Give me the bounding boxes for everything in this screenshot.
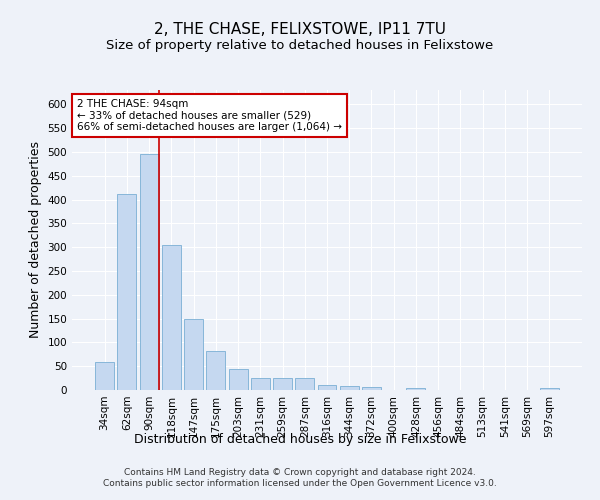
Bar	[162, 245, 181, 390]
Bar	[273, 378, 292, 390]
Bar	[95, 362, 114, 390]
Y-axis label: Number of detached properties: Number of detached properties	[29, 142, 42, 338]
Text: 2, THE CHASE, FELIXSTOWE, IP11 7TU: 2, THE CHASE, FELIXSTOWE, IP11 7TU	[154, 22, 446, 38]
Bar	[295, 378, 314, 390]
Bar	[229, 368, 248, 390]
Bar	[251, 378, 270, 390]
Text: Size of property relative to detached houses in Felixstowe: Size of property relative to detached ho…	[106, 39, 494, 52]
Bar	[340, 386, 359, 390]
Text: Contains HM Land Registry data © Crown copyright and database right 2024.
Contai: Contains HM Land Registry data © Crown c…	[103, 468, 497, 487]
Bar	[406, 388, 425, 390]
Bar	[184, 318, 203, 390]
Bar	[540, 388, 559, 390]
Bar	[140, 154, 158, 390]
Text: Distribution of detached houses by size in Felixstowe: Distribution of detached houses by size …	[134, 432, 466, 446]
Bar	[362, 386, 381, 390]
Bar	[317, 385, 337, 390]
Bar	[118, 194, 136, 390]
Text: 2 THE CHASE: 94sqm
← 33% of detached houses are smaller (529)
66% of semi-detach: 2 THE CHASE: 94sqm ← 33% of detached hou…	[77, 99, 342, 132]
Bar	[206, 351, 225, 390]
